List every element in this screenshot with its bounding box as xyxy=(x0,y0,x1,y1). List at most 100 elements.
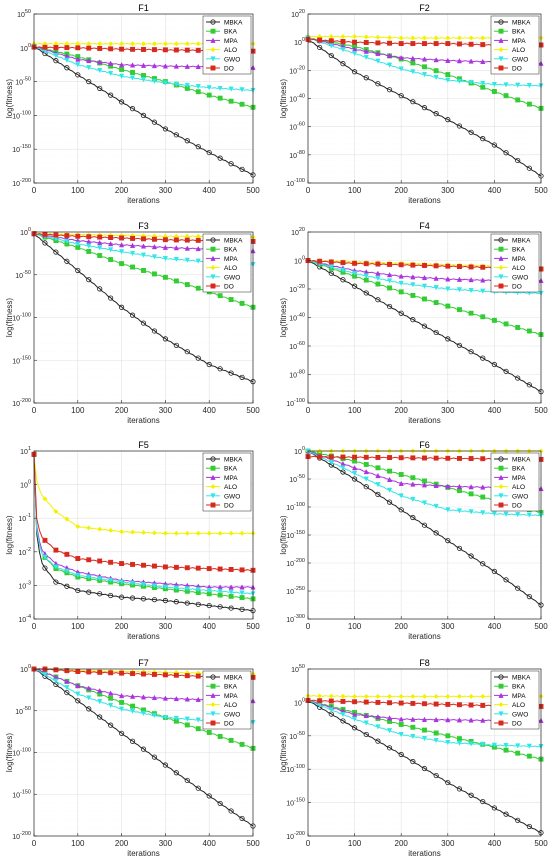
series-marker xyxy=(445,57,451,63)
series-marker xyxy=(351,716,358,722)
series-marker xyxy=(433,263,439,269)
series-marker xyxy=(75,587,81,594)
x-tick-label: 500 xyxy=(246,186,260,195)
series-line xyxy=(307,450,542,606)
series-marker xyxy=(340,61,346,67)
series-marker xyxy=(42,537,48,543)
series-marker xyxy=(375,40,381,46)
chart-panel-f5: 0 100 200 300 400 500 10-4 10-3 10-2 10-1 100 101 F5… xyxy=(5,440,260,641)
series-marker xyxy=(375,699,381,705)
series-marker xyxy=(457,264,462,270)
series-marker xyxy=(118,706,125,712)
legend-label: GWO xyxy=(512,274,528,281)
series-marker xyxy=(515,512,521,518)
series-marker xyxy=(503,577,509,583)
series-marker xyxy=(173,132,179,138)
series-marker xyxy=(468,58,474,64)
legend-marker xyxy=(210,28,216,34)
series-marker xyxy=(515,82,521,88)
y-axis-label: log(fitness) xyxy=(279,298,288,337)
series-marker xyxy=(468,349,474,355)
legend-label: DO xyxy=(224,503,234,510)
series-marker xyxy=(468,264,474,270)
series-marker xyxy=(468,702,474,708)
series-marker xyxy=(480,288,486,294)
series-marker xyxy=(456,287,463,293)
series-marker xyxy=(456,545,463,551)
series-marker xyxy=(480,484,486,490)
series-marker xyxy=(108,235,114,241)
series-marker xyxy=(140,320,147,326)
series-marker xyxy=(152,271,157,277)
series-marker xyxy=(162,530,168,536)
x-tick-label: 300 xyxy=(441,186,455,195)
chart-title: F7 xyxy=(138,658,149,668)
y-tick-label: 100 xyxy=(294,37,305,47)
series-marker xyxy=(421,716,428,722)
series-marker xyxy=(129,106,136,112)
legend-label: GWO xyxy=(512,493,528,500)
series-marker xyxy=(386,52,393,58)
legend-marker xyxy=(498,47,504,53)
x-tick-label: 0 xyxy=(32,406,37,415)
legend-label: GWO xyxy=(224,56,240,63)
series-marker xyxy=(398,41,404,47)
series-marker xyxy=(410,475,416,481)
series-marker xyxy=(445,286,451,292)
series-marker xyxy=(328,52,334,59)
legend-marker xyxy=(210,56,216,62)
series-marker xyxy=(64,258,70,264)
series-marker xyxy=(375,693,381,699)
series-marker xyxy=(119,46,125,52)
series-marker xyxy=(421,283,428,289)
series-marker xyxy=(398,693,404,699)
series-marker xyxy=(433,329,439,336)
series-marker xyxy=(398,721,404,727)
series-marker xyxy=(108,240,114,247)
series-marker xyxy=(445,455,451,461)
legend-label: BKA xyxy=(224,684,238,691)
y-tick-label: 10-3 xyxy=(18,580,31,590)
series-marker xyxy=(398,289,404,295)
series-marker xyxy=(108,702,114,709)
series-marker xyxy=(421,274,428,281)
series-marker xyxy=(468,129,474,135)
series-marker xyxy=(140,582,147,588)
series-marker xyxy=(173,41,179,47)
series-marker xyxy=(375,482,381,488)
series-marker xyxy=(386,303,393,310)
series-marker xyxy=(433,285,439,291)
legend-label: DO xyxy=(512,66,522,73)
legend-marker xyxy=(498,28,504,34)
series-marker xyxy=(118,61,125,68)
y-tick-label: 10-200 xyxy=(286,831,305,841)
series-marker xyxy=(228,589,234,595)
series-marker xyxy=(456,483,463,490)
legend-marker xyxy=(498,19,504,25)
series-marker xyxy=(457,307,462,313)
series-marker xyxy=(217,604,223,610)
series-marker xyxy=(526,753,532,759)
series-marker xyxy=(410,262,416,268)
series-marker xyxy=(217,588,223,595)
series-marker xyxy=(239,590,245,596)
chart-title: F8 xyxy=(419,658,430,668)
series-marker xyxy=(184,237,190,243)
series-marker xyxy=(119,670,125,676)
series-marker xyxy=(119,99,125,105)
legend-label: GWO xyxy=(512,56,528,63)
series-marker xyxy=(445,72,451,78)
y-tick-label: 1050 xyxy=(17,9,31,19)
series-marker xyxy=(206,361,212,368)
series-marker xyxy=(86,277,92,283)
series-marker xyxy=(515,97,521,103)
series-marker xyxy=(433,68,439,74)
x-tick-label: 500 xyxy=(246,839,260,848)
series-marker xyxy=(375,50,381,56)
series-marker xyxy=(195,696,201,702)
series-marker xyxy=(340,718,346,724)
series-marker xyxy=(386,693,393,699)
legend-marker xyxy=(498,255,504,261)
series-marker xyxy=(351,470,358,477)
legend-marker xyxy=(210,702,216,708)
